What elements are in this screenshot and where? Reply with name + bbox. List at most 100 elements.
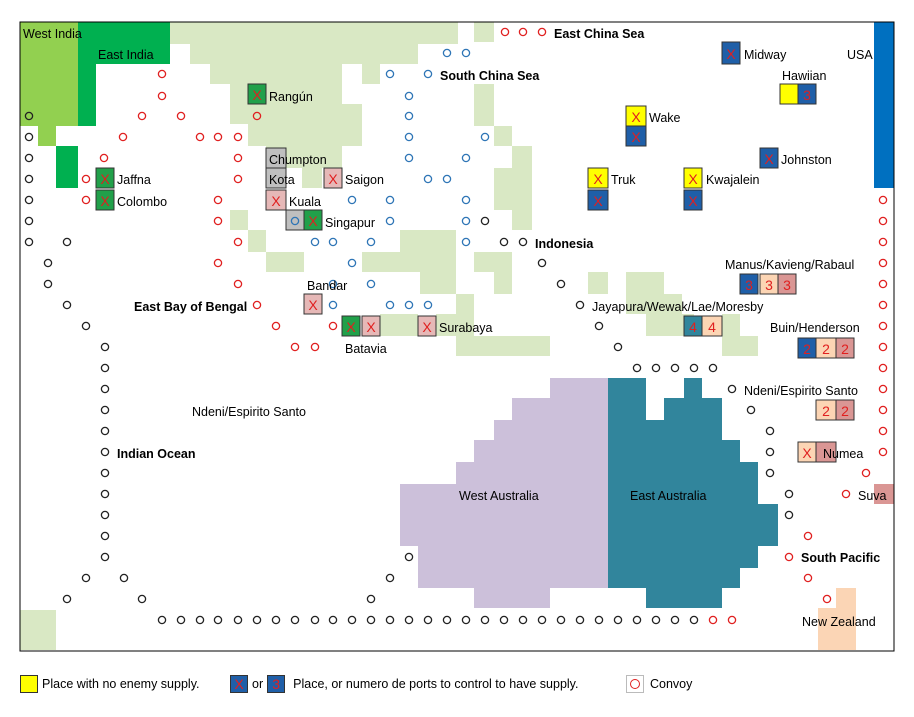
- convoy-circle: [632, 363, 642, 373]
- surabaya-label: Surabaya: [439, 321, 493, 335]
- rangun-mark: X: [252, 87, 262, 103]
- bandar-label: Bandar: [307, 279, 347, 293]
- convoy-circle: [878, 300, 888, 310]
- convoy-circle: [423, 69, 433, 79]
- convoy-circle: [366, 615, 376, 625]
- convoy-circle: [233, 153, 243, 163]
- convoy-circle: [43, 258, 53, 268]
- convoy-circle: [442, 174, 452, 184]
- singapur-mark: X: [308, 213, 318, 229]
- convoy-circle: [878, 447, 888, 457]
- wake-label: Wake: [649, 111, 681, 125]
- jayapura-mark-2: 4: [708, 319, 716, 335]
- bandar-cell: [303, 293, 323, 315]
- kwajalein-label: Kwajalein: [706, 173, 760, 187]
- convoy-circle: [385, 69, 395, 79]
- convoy-circle: [100, 405, 110, 415]
- legend-3-swatch: 3: [267, 675, 286, 693]
- convoy-circle: [99, 153, 109, 163]
- wake-mark-2: X: [631, 129, 641, 145]
- convoy-circle: [878, 258, 888, 268]
- suva-label: Suva: [858, 489, 887, 503]
- convoy-circle: [271, 615, 281, 625]
- batavia-mark-1: X: [346, 319, 356, 335]
- buin-group-label: Buin/Henderson: [770, 321, 860, 335]
- convoy-circle: [461, 216, 471, 226]
- convoy-circle: [689, 615, 699, 625]
- convoy-circle: [461, 48, 471, 58]
- truk-cell-1: [587, 167, 609, 189]
- convoy-circle: [119, 573, 129, 583]
- jayapura-group-label: Jayapura/Wewak/Lae/Moresby: [592, 300, 764, 314]
- convoy-circle: [878, 363, 888, 373]
- kota-label: Kota: [269, 173, 295, 187]
- convoy-circle: [252, 111, 262, 121]
- manus-mark-3: 3: [783, 277, 791, 293]
- convoy-circle: [423, 615, 433, 625]
- convoy-circle: [461, 237, 471, 247]
- convoy-circle: [461, 195, 471, 205]
- convoy-circle: [62, 237, 72, 247]
- convoy-circle: [878, 321, 888, 331]
- convoy-circle: [290, 216, 300, 226]
- convoy-circle: [233, 174, 243, 184]
- jaffna-cell: [95, 167, 115, 189]
- convoy-circle: [100, 468, 110, 478]
- convoy-circle: [176, 615, 186, 625]
- numea-mark: X: [802, 445, 812, 461]
- legend-yellow-swatch: [20, 675, 38, 693]
- convoy-circle: [841, 489, 851, 499]
- saigon-label: Saigon: [345, 173, 384, 187]
- new-zealand-label: New Zealand: [802, 615, 876, 629]
- convoy-circle: [24, 174, 34, 184]
- convoy-circle: [310, 237, 320, 247]
- convoy-circle: [765, 447, 775, 457]
- convoy-circle: [537, 258, 547, 268]
- convoy-circle: [100, 342, 110, 352]
- usa-label: USA: [847, 48, 873, 62]
- convoy-circle: [518, 237, 528, 247]
- convoy-circle: [24, 195, 34, 205]
- convoy-circle: [613, 342, 623, 352]
- convoy-circle: [62, 594, 72, 604]
- convoy-circle: [213, 195, 223, 205]
- convoy-circle: [81, 573, 91, 583]
- convoy-circle: [213, 216, 223, 226]
- wake-cell-2: [625, 125, 647, 147]
- west-australia-label: West Australia: [459, 489, 539, 503]
- convoy-circle: [328, 279, 338, 289]
- truk-mark-2: X: [593, 193, 603, 209]
- convoy-circle: [366, 594, 376, 604]
- ndeni-mark-1: 2: [822, 403, 830, 419]
- convoy-circle: [556, 279, 566, 289]
- buin-mark-1: 2: [803, 341, 811, 357]
- south-pacific-label: South Pacific: [801, 551, 880, 565]
- convoy-circle: [594, 615, 604, 625]
- convoy-circle: [385, 573, 395, 583]
- manus-mark-2: 3: [765, 277, 773, 293]
- convoy-circle: [878, 342, 888, 352]
- convoy-circle: [765, 426, 775, 436]
- convoy-circle: [404, 615, 414, 625]
- truk-mark-1: X: [593, 171, 603, 187]
- bandar-mark: X: [308, 297, 318, 313]
- saigon-mark: X: [328, 171, 338, 187]
- surabaya-mark: X: [422, 319, 432, 335]
- kota-cell: [265, 167, 287, 189]
- convoy-circle: [404, 300, 414, 310]
- convoy-circle: [157, 615, 167, 625]
- convoy-routes: [24, 27, 888, 625]
- west-india-region: [20, 22, 78, 146]
- convoy-circle: [233, 237, 243, 247]
- convoy-circle: [100, 531, 110, 541]
- truk-label: Truk: [611, 173, 636, 187]
- convoy-circle: [784, 510, 794, 520]
- ndeni-west-label: Ndeni/Espirito Santo: [192, 405, 306, 419]
- convoy-circle: [670, 363, 680, 373]
- convoy-circle: [878, 279, 888, 289]
- manus-group-label: Manus/Kavieng/Rabaul: [725, 258, 854, 272]
- convoy-circle: [176, 111, 186, 121]
- wake-mark-1: X: [631, 109, 641, 125]
- johnston-mark: X: [764, 151, 774, 167]
- east-australia-label: East Australia: [630, 489, 706, 503]
